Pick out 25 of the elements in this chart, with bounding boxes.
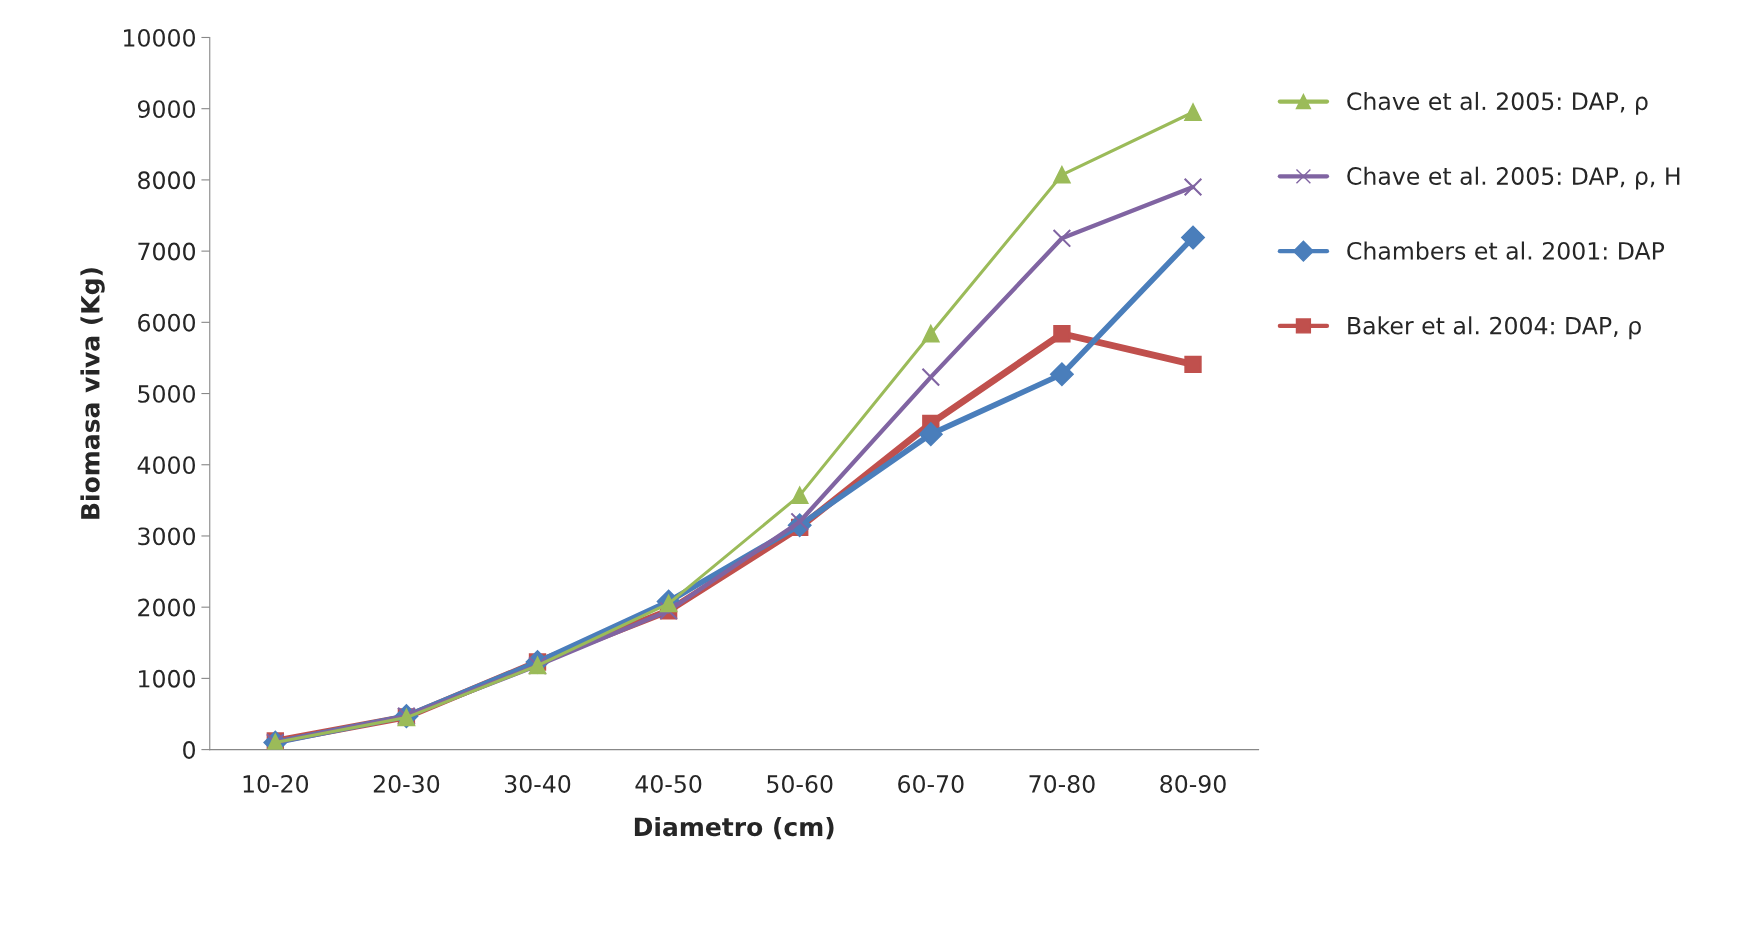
y-tick-label: 7000 (138, 242, 195, 261)
y-tick-label: 4000 (137, 456, 195, 475)
y-tick-label: 10000 (124, 28, 195, 47)
x-tick-label: 10-20 (243, 775, 309, 793)
y-axis-title: Biomasa viva (Kg) (80, 268, 105, 519)
x-tick-label: 20-30 (373, 775, 440, 793)
x-tick-label: 30-40 (505, 775, 571, 793)
x-tick-label: 40-50 (635, 775, 702, 793)
y-tick-label: 6000 (138, 313, 195, 332)
legend-label: Chave et al. 2005: DAP, ρ, H (1347, 166, 1680, 190)
legend-label: Chambers et al. 2001: DAP (1347, 241, 1665, 260)
x-tick-label: 70-80 (1029, 775, 1095, 793)
y-tick-label: 2000 (138, 598, 195, 617)
x-axis-title: Diametro (cm) (634, 816, 834, 840)
x-tick-label: 50-60 (767, 775, 833, 793)
y-tick-label: 9000 (137, 100, 195, 118)
y-tick-label: 5000 (138, 384, 195, 403)
legend-label: Baker et al. 2004: DAP, ρ (1348, 316, 1641, 340)
legend-label: Chave et al. 2005: DAP, ρ (1347, 91, 1648, 115)
y-tick-label: 0 (183, 741, 195, 759)
x-tick-label: 80-90 (1160, 775, 1226, 793)
x-tick-label: 60-70 (898, 775, 964, 793)
y-tick-label: 3000 (138, 527, 195, 546)
y-tick-label: 1000 (139, 669, 195, 688)
y-tick-label: 8000 (138, 171, 195, 190)
